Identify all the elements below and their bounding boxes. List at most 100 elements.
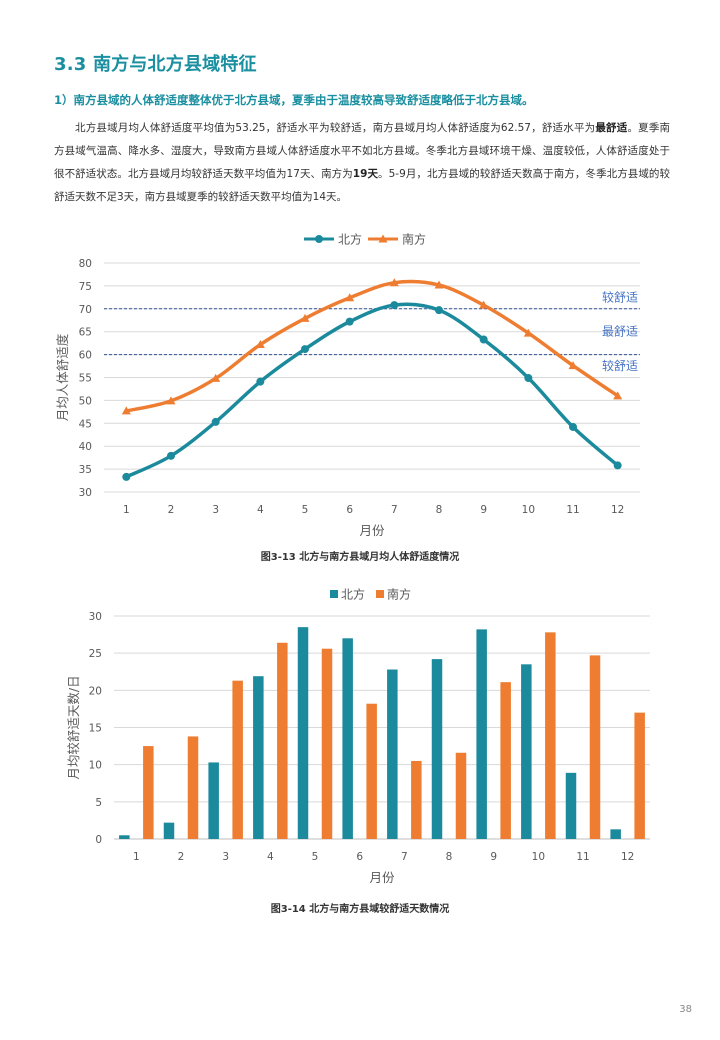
comfort-line-chart: 30 35 40 45 50 55 60 65 70 75 80 1 2 3 4 5 6 7 8 9 10 11 12 较舒适… [0,222,720,546]
legend-label-north: 北方 [341,587,365,602]
x-tick-label: 12 [611,504,624,516]
legend-swatch-south [376,590,384,598]
data-point-north [524,373,533,382]
comfort-band-label: 最舒适 [602,325,638,339]
figure-caption-3-13: 图3-13 北方与南方县域月均人体舒适度情况 [260,552,460,563]
x-tick-label: 7 [401,851,408,863]
y-tick-label: 70 [79,304,92,316]
data-point-south [389,278,399,287]
y-tick-label: 45 [79,418,92,430]
bar-north [431,659,443,839]
y-tick-label: 20 [89,685,102,697]
y-tick-label: 40 [79,441,92,453]
bar-north [342,638,353,839]
y-tick-label: 60 [79,350,92,362]
data-point-north [167,451,175,460]
x-tick-label: 1 [133,851,140,863]
bar-south [321,648,333,839]
paragraph-emphasis-2: 19天 [352,168,379,180]
paragraph-text-3: 。5-9月，北方县域的较舒适天数高于南方，冬季北方县域的较舒适天数不足3天，南方… [54,168,670,203]
bar-south [500,682,511,839]
comfortable-days-bar-chart: 0 5 10 15 20 25 30 1 2 3 4 5 6 7 8 9 10 11 12 月份 月均较舒适天数/日 北方… [0,582,720,896]
legend-label-south: 南方 [387,587,411,602]
data-point-south [434,280,444,289]
y-axis-title: 月均人体舒适度 [55,333,70,421]
y-tick-label: 35 [79,464,92,476]
data-point-north [613,461,622,470]
bar-south [277,642,288,839]
bar-north [208,762,219,839]
body-paragraph: 北方县域月均人体舒适度平均值为53.25，舒适水平为较舒适，南方县域月均人体舒适… [54,117,670,209]
bar-north [119,835,130,839]
x-tick-label: 3 [222,851,229,863]
series-line-north [124,302,620,479]
paragraph-text-1: 北方县域月均人体舒适度平均值为53.25，舒适水平为较舒适，南方县域月均人体舒适… [75,122,596,134]
paragraph-emphasis-1: 最舒适 [595,122,628,134]
x-tick-label: 6 [346,504,353,516]
comfort-band-label: 较舒适 [602,358,638,373]
x-tick-label: 4 [267,851,274,863]
page-number: 38 [679,1004,692,1015]
series-line-south [124,279,620,413]
paragraph-text-2: 。夏季南方县域气温高、降水多、湿度大，导致南方县域人体舒适度水平不如北方县域。冬… [54,122,671,180]
bar-north [297,627,309,839]
x-tick-label: 10 [522,504,535,516]
x-tick-label: 2 [168,504,175,516]
y-tick-label: 65 [79,327,92,339]
bar-north [565,772,577,839]
x-tick-label: 5 [302,504,309,516]
x-tick-label: 9 [480,504,487,516]
bar-north [163,822,175,839]
x-tick-label: 11 [566,504,579,516]
bar-south [411,760,422,839]
data-point-south [613,391,623,400]
y-tick-label: 10 [89,760,102,772]
data-point-north [301,345,309,354]
bar-north [476,629,487,839]
data-point-north [479,335,488,344]
data-point-north [345,317,354,326]
x-tick-label: 1 [123,504,130,516]
data-point-south [121,406,131,415]
y-tick-label: 30 [79,487,92,499]
bar-north [387,669,398,839]
x-tick-label: 7 [391,504,398,516]
x-tick-label: 8 [446,851,453,863]
section-subheading: 1）南方县域的人体舒适度整体优于北方县域，夏季由于温度较高导致舒适度略低于北方县… [54,93,534,107]
data-point-south [300,313,310,322]
legend-label-north: 北方 [338,232,362,247]
x-tick-label: 8 [436,504,443,516]
x-tick-label: 2 [178,851,185,863]
data-point-north [122,472,131,481]
data-point-south [255,340,265,349]
bar-south [634,712,645,839]
legend-marker-south [378,234,388,243]
data-point-south [479,300,489,309]
x-tick-label: 11 [576,851,589,863]
y-tick-label: 30 [89,611,102,623]
x-tick-label: 6 [356,851,363,863]
legend-label-south: 南方 [402,232,426,247]
x-axis-title: 月份 [359,523,385,538]
data-point-south [166,396,176,405]
y-tick-label: 0 [95,834,102,846]
x-tick-label: 10 [532,851,545,863]
bar-south [143,746,154,839]
x-tick-label: 3 [212,504,219,516]
y-tick-label: 75 [79,281,92,293]
data-point-north [435,306,443,315]
legend-swatch-north [330,590,338,598]
data-point-south [523,328,533,337]
bar-south [187,736,199,839]
x-tick-label: 9 [490,851,497,863]
data-point-south [211,373,221,382]
data-point-north [569,422,577,431]
y-axis-title: 月均较舒适天数/日 [66,675,81,779]
data-point-north [211,417,220,426]
y-tick-label: 55 [79,373,92,385]
bar-south [545,632,556,839]
y-tick-label: 5 [95,797,102,809]
y-tick-label: 25 [89,648,102,660]
data-point-north [256,377,265,386]
